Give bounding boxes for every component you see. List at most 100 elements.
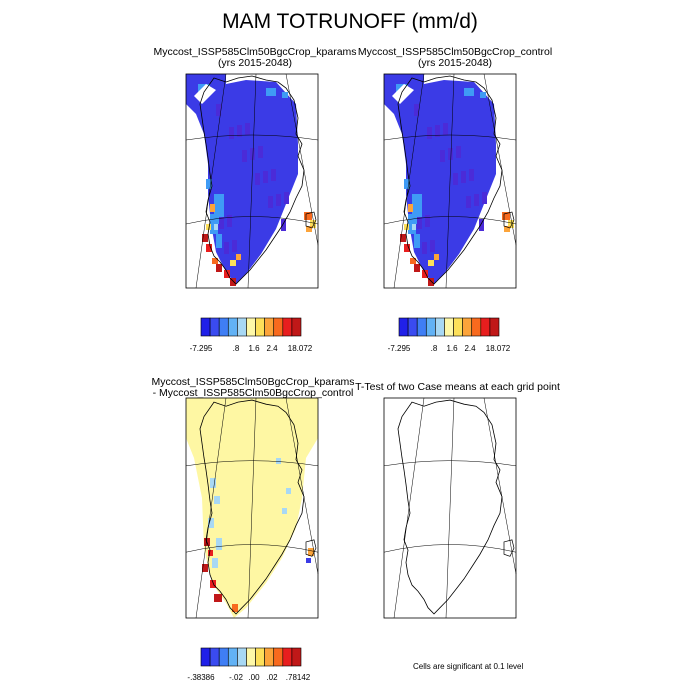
colorbar-swatch: [237, 317, 247, 337]
runoff-cell-purple: [245, 123, 250, 135]
runoff-cell-coastal: [508, 220, 514, 228]
colorbar-difference: [200, 647, 302, 667]
difference-cell-light-blue: [276, 458, 281, 464]
runoff-cell-purple: [469, 169, 474, 181]
greenland-coastline: [397, 75, 503, 285]
map-panel-ttest: [383, 397, 517, 619]
runoff-cell-coastal: [230, 278, 236, 286]
cbar-difference-label-4: .78142: [285, 673, 311, 682]
greenland-coastline: [397, 399, 503, 615]
runoff-cell-coastal: [404, 224, 409, 230]
colorbar-swatch: [453, 317, 463, 337]
runoff-cell-coastal: [216, 264, 222, 272]
runoff-cell-light-blue: [206, 179, 212, 189]
runoff-cell-purple: [422, 242, 427, 254]
longitude-line: [393, 73, 425, 289]
runoff-cell-light-blue: [216, 234, 222, 248]
runoff-cell-purple: [448, 148, 453, 160]
runoff-cell-purple: [417, 217, 422, 229]
colorbar-swatch: [255, 317, 265, 337]
runoff-cell-purple: [474, 194, 479, 206]
difference-cell-light-blue: [214, 496, 220, 504]
runoff-cell-coastal: [502, 212, 510, 220]
longitude-line: [445, 397, 455, 619]
cbar-kparams-label-3: 2.4: [266, 344, 278, 353]
runoff-cell-coastal: [412, 224, 416, 230]
cbar-kparams-label-2: 1.6: [248, 344, 260, 353]
colorbar-swatch: [255, 647, 265, 667]
colorbar-swatch: [471, 317, 482, 337]
colorbar-swatch: [282, 317, 293, 337]
longitude-line: [285, 73, 319, 246]
cbar-control-label-2: 1.6: [446, 344, 458, 353]
map-panel-difference: [185, 397, 319, 619]
difference-cell-light-blue: [208, 518, 214, 528]
runoff-cell-coastal: [428, 278, 434, 286]
colorbar-swatch: [291, 647, 302, 667]
runoff-cell-purple: [435, 125, 440, 137]
colorbar-swatch: [246, 317, 256, 337]
colorbar-swatch: [416, 317, 427, 337]
runoff-cell-coastal: [400, 234, 406, 242]
panel-title-control-line1: Myccost_ISSP585Clm50BgcCrop_control: [357, 46, 553, 58]
colorbar-swatch: [435, 317, 445, 337]
colorbar-swatch: [407, 317, 418, 337]
colorbar-swatch: [398, 317, 409, 337]
runoff-cell-purple: [268, 196, 273, 208]
runoff-cell-purple: [461, 171, 466, 183]
latitude-line: [185, 544, 319, 553]
runoff-field-negative: [384, 74, 496, 284]
runoff-cell-light-blue: [266, 88, 276, 96]
colorbar-swatch: [291, 317, 302, 337]
map-content: [383, 397, 517, 619]
runoff-cell-purple: [427, 127, 432, 139]
runoff-cell-purple: [271, 169, 276, 181]
latitude-line: [383, 134, 517, 141]
runoff-cell-coastal: [206, 224, 211, 230]
runoff-cell-light-blue: [480, 92, 486, 98]
runoff-cell-purple: [456, 146, 461, 158]
runoff-cell-coastal: [206, 244, 212, 252]
cbar-difference-label-2: .00: [248, 673, 260, 682]
cbar-kparams-label-0: -7.295: [189, 344, 213, 353]
colorbar-swatch: [273, 317, 284, 337]
panel-title-ttest: T-Test of two Case means at each grid po…: [345, 382, 570, 393]
colorbar-swatch: [425, 317, 436, 337]
panel-title-difference-line2: - Myccost_ISSP585Clm50BgcCrop_control: [152, 387, 354, 399]
difference-cell-light-blue: [212, 558, 218, 568]
map-frame: [383, 73, 517, 289]
runoff-cell-coastal: [224, 270, 230, 278]
runoff-cell-coastal: [408, 204, 413, 212]
significance-note: Cells are significant at 0.1 level: [413, 662, 524, 671]
cbar-difference-label-0: -.38386: [187, 673, 215, 682]
runoff-cell-purple: [255, 173, 260, 185]
panel-title-difference: Myccost_ISSP585Clm50BgcCrop_kparams - My…: [138, 377, 368, 399]
runoff-cell-purple: [250, 148, 255, 160]
runoff-field-negative: [186, 74, 298, 284]
cbar-control-label-4: 18.072: [485, 344, 511, 353]
colorbar-swatch: [282, 647, 293, 667]
runoff-cell-coastal: [202, 234, 208, 242]
runoff-cell-coastal: [230, 260, 236, 266]
longitude-line: [247, 73, 257, 289]
runoff-cell-purple: [414, 104, 419, 116]
difference-cell-red: [210, 580, 216, 588]
runoff-cell-coastal: [410, 258, 416, 264]
panel-title-control: Myccost_ISSP585Clm50BgcCrop_control (yrs…: [340, 47, 570, 69]
main-title: MAM TOTRUNOFF (mm/d): [222, 10, 478, 33]
runoff-cell-purple: [443, 123, 448, 135]
longitude-line: [195, 73, 227, 289]
colorbar-swatch: [227, 317, 238, 337]
runoff-cell-purple: [229, 127, 234, 139]
runoff-cell-purple: [224, 242, 229, 254]
runoff-cell-coastal: [428, 260, 434, 266]
runoff-cell-purple: [284, 192, 289, 204]
difference-cell-light-blue: [216, 538, 222, 550]
difference-cell-red: [202, 564, 208, 572]
cbar-control-label-1: .8: [430, 344, 438, 353]
map-content: [185, 73, 319, 289]
colorbar-swatch: [200, 317, 211, 337]
map-content: [185, 397, 319, 619]
panel-title-difference-line1: Myccost_ISSP585Clm50BgcCrop_kparams: [151, 376, 355, 388]
